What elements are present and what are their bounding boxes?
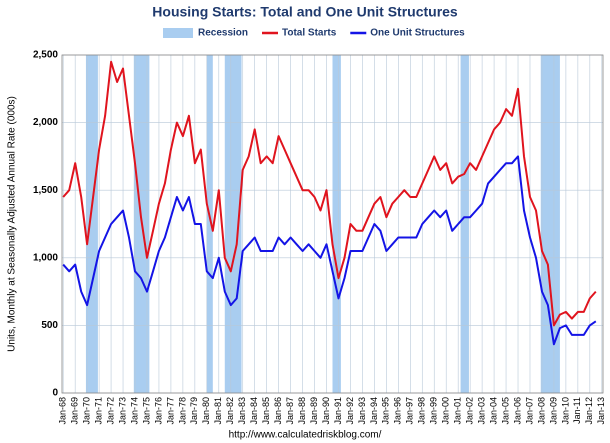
x-tick-label: Jan-84	[249, 397, 259, 425]
x-tick-label: Jan-89	[309, 397, 319, 425]
series-line	[62, 155, 597, 346]
x-tick-label: Jan-07	[524, 397, 534, 425]
x-tick-label: Jan-83	[237, 397, 247, 425]
x-tick-label: Jan-73	[117, 397, 127, 425]
y-tick-label: 1,500	[33, 185, 58, 196]
x-tick-label: Jan-93	[357, 397, 367, 425]
x-tick-label: Jan-96	[393, 397, 403, 425]
x-tick-label: Jan-04	[488, 397, 498, 425]
x-tick-label: Jan-78	[177, 397, 187, 425]
x-tick-label: Jan-00	[441, 397, 451, 425]
x-tick-label: Jan-08	[536, 397, 546, 425]
x-tick-label: Jan-01	[453, 397, 463, 425]
x-tick-label: Jan-03	[476, 397, 486, 425]
x-tick-label: Jan-74	[129, 397, 139, 425]
x-tick-label: Jan-92	[345, 397, 355, 425]
x-tick-label: Jan-79	[189, 397, 199, 425]
x-tick-label: Jan-86	[273, 397, 283, 425]
y-tick-label: 500	[41, 320, 58, 331]
x-tick-label: Jan-12	[584, 397, 594, 425]
legend-label: Recession	[198, 28, 248, 39]
x-tick-label: Jan-95	[381, 397, 391, 425]
legend-label: One Unit Structures	[370, 28, 465, 39]
x-tick-label: Jan-85	[261, 397, 271, 425]
x-tick-label: Jan-68	[58, 397, 68, 425]
x-tick-label: Jan-90	[321, 397, 331, 425]
x-tick-label: Jan-71	[93, 397, 103, 425]
x-tick-label: Jan-88	[297, 397, 307, 425]
recession-band	[85, 55, 98, 393]
x-tick-label: Jan-97	[405, 397, 415, 425]
x-tick-label: Jan-13	[596, 397, 606, 425]
x-tick-label: Jan-80	[201, 397, 211, 425]
y-tick-label: 2,000	[33, 117, 58, 128]
series-line	[62, 60, 597, 327]
legend-swatch	[163, 28, 193, 38]
x-tick-label: Jan-06	[512, 397, 522, 425]
x-tick-label: Jan-99	[429, 397, 439, 425]
x-tick-label: Jan-02	[465, 397, 475, 425]
recession-band	[224, 55, 242, 393]
x-tick-label: Jan-72	[105, 397, 115, 425]
chart-title: Housing Starts: Total and One Unit Struc…	[152, 4, 458, 20]
y-tick-label: 0	[52, 388, 58, 399]
x-tick-label: Jan-75	[141, 397, 151, 425]
plot-border	[61, 54, 604, 394]
x-tick-label: Jan-10	[560, 397, 570, 425]
recession-band	[206, 55, 213, 393]
x-tick-label: Jan-70	[82, 397, 92, 425]
x-tick-label: Jan-87	[285, 397, 295, 425]
x-tick-label: Jan-91	[333, 397, 343, 425]
legend-label: Total Starts	[282, 28, 337, 39]
recession-band	[332, 55, 341, 393]
x-tick-label: Jan-69	[70, 397, 80, 425]
y-tick-label: 1,000	[33, 252, 58, 263]
x-tick-label: Jan-76	[153, 397, 163, 425]
x-tick-label: Jan-77	[165, 397, 175, 425]
recession-band	[540, 55, 560, 393]
x-tick-label: Jan-09	[548, 397, 558, 425]
x-tick-label: Jan-94	[369, 397, 379, 425]
recession-band	[460, 55, 469, 393]
x-tick-label: Jan-05	[500, 397, 510, 425]
x-tick-label: Jan-82	[225, 397, 235, 425]
y-axis-label: Units, Monthly at Seasonally Adjusted An…	[7, 96, 18, 352]
x-tick-label: Jan-81	[213, 397, 223, 425]
x-tick-label: Jan-11	[572, 397, 582, 424]
source: http://www.calculatedriskblog.com/	[229, 430, 382, 441]
x-tick-label: Jan-98	[417, 397, 427, 425]
y-tick-label: 2,500	[33, 50, 58, 61]
